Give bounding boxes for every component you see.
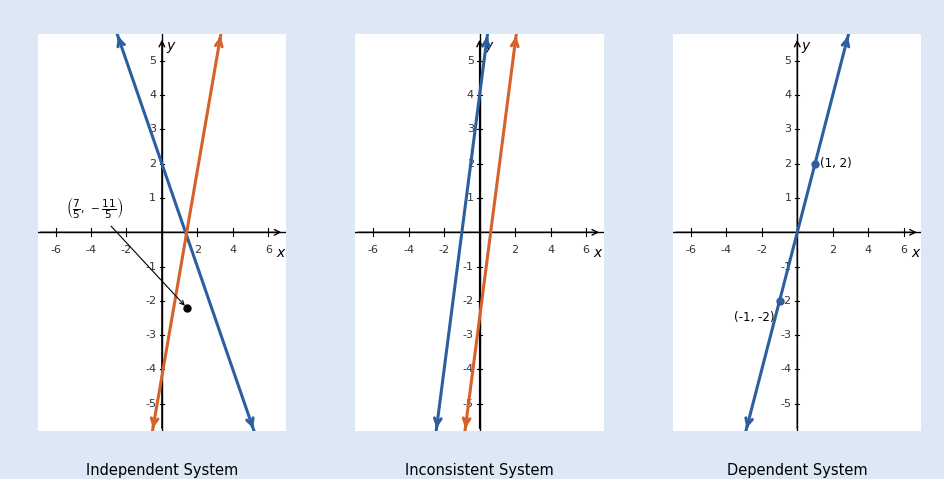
Text: -4: -4 — [145, 365, 156, 375]
Text: -4: -4 — [780, 365, 791, 375]
Text: -4: -4 — [403, 245, 413, 255]
Text: -1: -1 — [780, 262, 791, 272]
Text: -5: -5 — [780, 399, 791, 409]
Text: 3: 3 — [149, 125, 156, 135]
Text: -3: -3 — [145, 330, 156, 340]
Text: (1, 2): (1, 2) — [819, 157, 851, 170]
Text: -2: -2 — [755, 245, 767, 255]
Text: Independent System: Independent System — [86, 463, 238, 478]
Text: -1: -1 — [145, 262, 156, 272]
Text: $\left(\dfrac{7}{5},\ -\dfrac{11}{5}\right)$: $\left(\dfrac{7}{5},\ -\dfrac{11}{5}\rig… — [66, 195, 184, 305]
Text: 6: 6 — [900, 245, 906, 255]
Text: 4: 4 — [547, 245, 553, 255]
Text: 1: 1 — [149, 193, 156, 203]
Text: -2: -2 — [780, 296, 791, 306]
Text: 5: 5 — [466, 56, 473, 66]
Text: -5: -5 — [145, 399, 156, 409]
Text: 6: 6 — [264, 245, 272, 255]
Text: -4: -4 — [463, 365, 473, 375]
Text: 1: 1 — [466, 193, 473, 203]
Text: -2: -2 — [145, 296, 156, 306]
Text: 2: 2 — [466, 159, 473, 169]
Text: y: y — [166, 39, 175, 53]
Text: -1: -1 — [463, 262, 473, 272]
Text: Inconsistent System: Inconsistent System — [405, 463, 553, 478]
Text: 5: 5 — [784, 56, 791, 66]
Text: x: x — [910, 246, 919, 260]
Text: y: y — [801, 39, 809, 53]
Text: 4: 4 — [466, 90, 473, 100]
Text: 4: 4 — [784, 90, 791, 100]
Text: -3: -3 — [780, 330, 791, 340]
Text: -6: -6 — [367, 245, 379, 255]
Text: -2: -2 — [463, 296, 473, 306]
Text: 3: 3 — [466, 125, 473, 135]
Text: Dependent System: Dependent System — [726, 463, 867, 478]
Text: 2: 2 — [828, 245, 835, 255]
Text: -4: -4 — [720, 245, 732, 255]
Text: 2: 2 — [194, 245, 201, 255]
Text: 2: 2 — [149, 159, 156, 169]
Text: -2: -2 — [438, 245, 449, 255]
Text: 2: 2 — [784, 159, 791, 169]
Text: x: x — [593, 246, 601, 260]
Text: -6: -6 — [684, 245, 696, 255]
Text: (-1, -2): (-1, -2) — [733, 311, 773, 324]
Text: 2: 2 — [511, 245, 518, 255]
Text: 6: 6 — [582, 245, 589, 255]
Text: 4: 4 — [864, 245, 870, 255]
Text: x: x — [276, 246, 284, 260]
Text: 3: 3 — [784, 125, 791, 135]
Text: 1: 1 — [784, 193, 791, 203]
Text: 4: 4 — [229, 245, 236, 255]
Text: -4: -4 — [85, 245, 96, 255]
Text: -3: -3 — [463, 330, 473, 340]
Text: -6: -6 — [50, 245, 61, 255]
Text: 5: 5 — [149, 56, 156, 66]
Text: y: y — [483, 39, 492, 53]
Text: -2: -2 — [121, 245, 132, 255]
Text: -5: -5 — [463, 399, 473, 409]
Text: 4: 4 — [149, 90, 156, 100]
